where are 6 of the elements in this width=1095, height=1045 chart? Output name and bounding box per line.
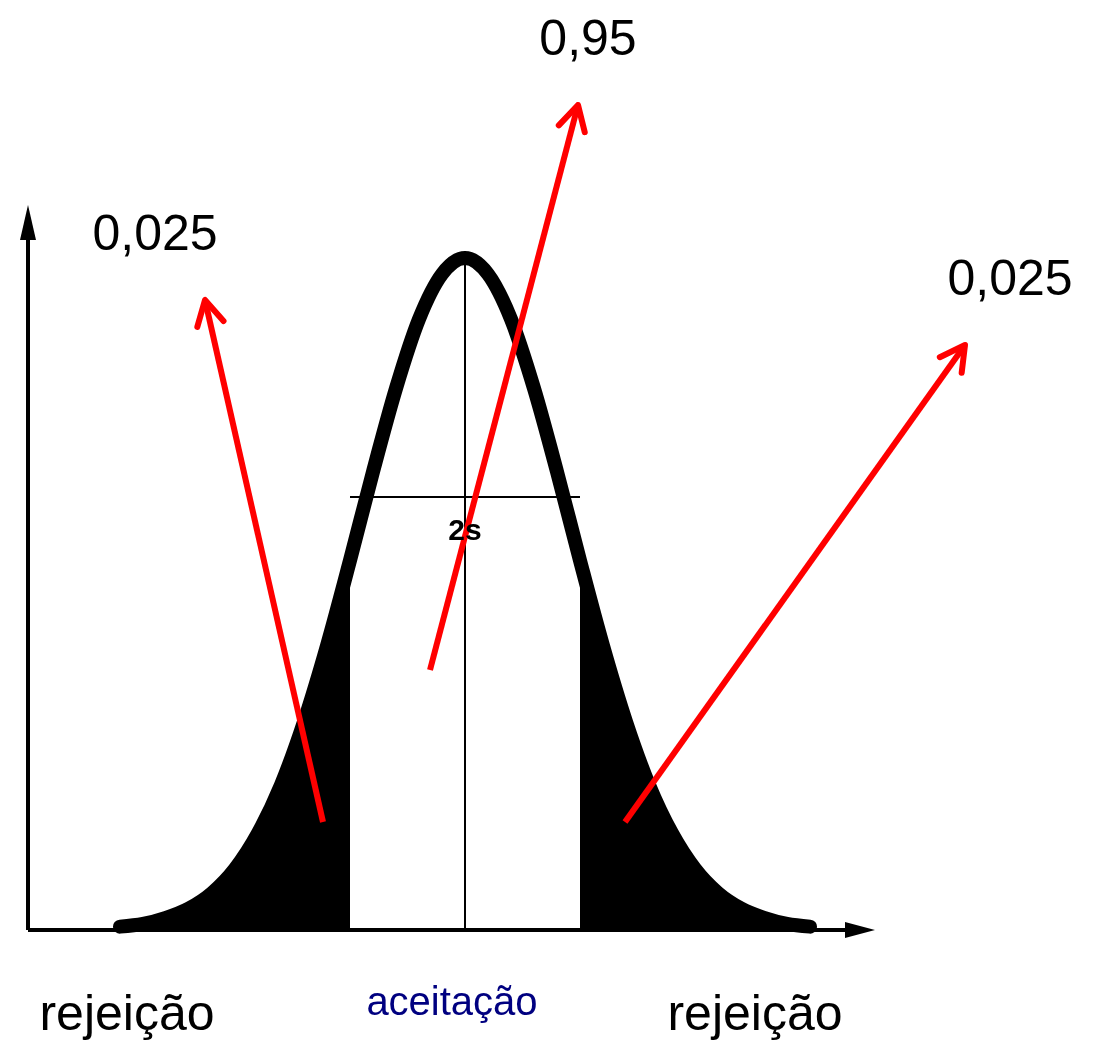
text: aceitação	[366, 979, 538, 1023]
text: 0,025	[947, 250, 1073, 306]
text: 0,95	[539, 10, 637, 66]
text: rejeição	[667, 985, 843, 1041]
text: rejeição	[39, 985, 215, 1041]
annotation: 0,025	[92, 205, 218, 261]
